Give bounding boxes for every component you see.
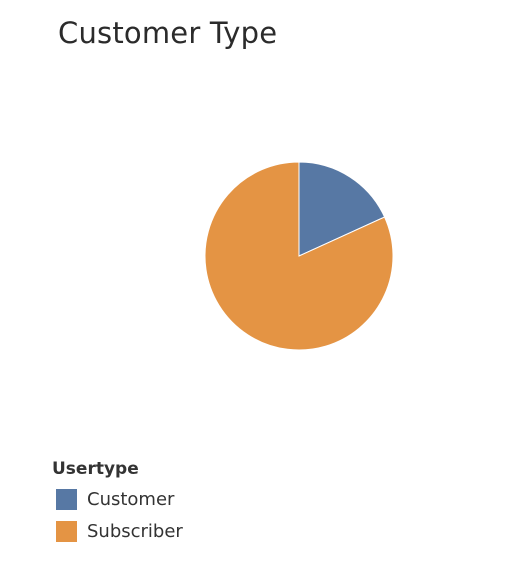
legend-item-customer[interactable]: Customer <box>52 488 183 510</box>
legend-label-customer: Customer <box>87 488 175 510</box>
legend-item-subscriber[interactable]: Subscriber <box>52 520 183 542</box>
legend-swatch-subscriber <box>56 520 77 542</box>
pie-slice-subscriber[interactable] <box>204 161 394 351</box>
legend-title: Usertype <box>52 459 139 479</box>
legend-swatch-customer <box>56 488 77 510</box>
chart-title: Customer Type <box>58 16 278 50</box>
pie-slice-customer[interactable] <box>298 161 386 257</box>
legend-label-subscriber: Subscriber <box>87 520 183 542</box>
legend: Usertype Customer Subscriber <box>52 459 183 552</box>
pie-slices <box>204 161 394 351</box>
